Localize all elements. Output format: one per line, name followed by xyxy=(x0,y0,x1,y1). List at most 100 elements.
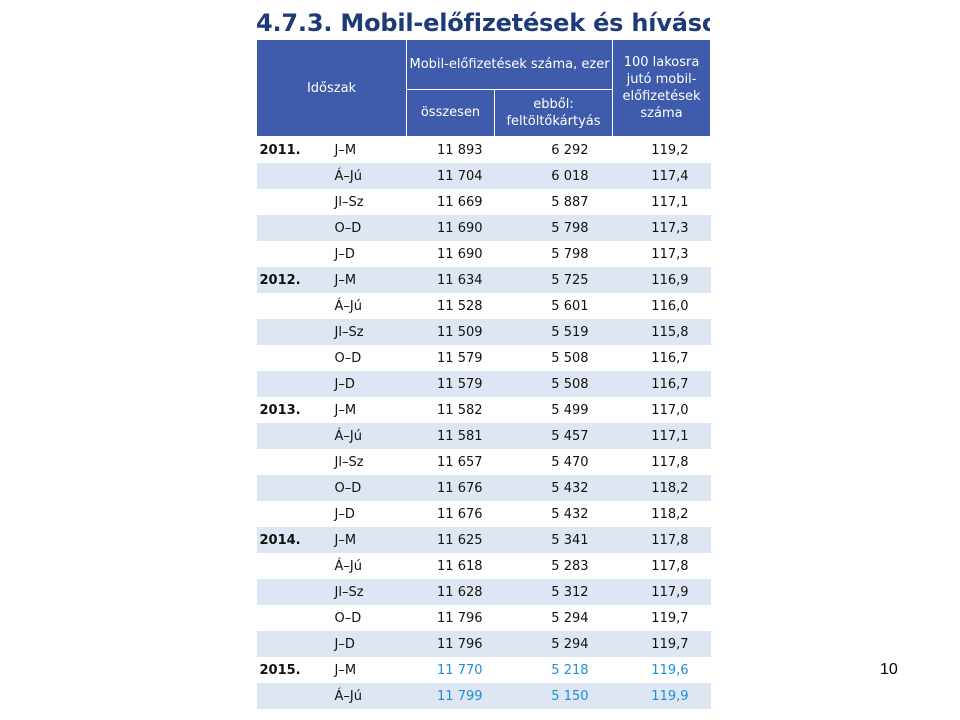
prepaid-cell: 5 294 xyxy=(494,631,613,657)
year-cell xyxy=(256,215,331,241)
per-100-cell: 117,3 xyxy=(651,246,689,262)
prepaid-cell: 5 519 xyxy=(494,319,613,345)
year-cell xyxy=(257,241,331,267)
total-cell: 11 690 xyxy=(406,215,495,241)
table-row: J–D 11 676 5 432 118,2 xyxy=(257,501,711,527)
period-cell: J–M xyxy=(334,662,357,678)
table-row: O–D 11 796 5 294 119,7 xyxy=(257,605,711,631)
year-cell xyxy=(257,345,331,371)
table-row: Á–Jú 11 618 5 283 117,8 xyxy=(257,553,711,579)
total-cell: 11 625 xyxy=(406,527,495,553)
period-cell: O–D xyxy=(330,475,407,501)
prepaid-cell: 5 432 xyxy=(551,506,589,522)
total-cell: 11 799 xyxy=(406,683,495,709)
total-cell: 11 634 xyxy=(406,267,495,293)
total-cell: 11 657 xyxy=(437,454,483,470)
year-cell xyxy=(257,501,331,527)
period-cell: J–D xyxy=(334,246,355,262)
total-cell: 11 704 xyxy=(406,163,495,189)
per-100-cell: 119,2 xyxy=(651,142,689,158)
prepaid-cell: 5 725 xyxy=(494,267,613,293)
table-body: 2011. J–M 11 893 6 292 119,2 Á–Jú 11 704 6 018 1… xyxy=(256,137,711,709)
period-cell: J–D xyxy=(330,371,407,397)
header-subscriptions-group: Mobil-előfizetések száma, ezer xyxy=(406,39,614,90)
year-cell xyxy=(256,631,331,657)
prepaid-cell: 5 798 xyxy=(494,215,613,241)
table-row: Jl–Sz 11 657 5 470 117,8 xyxy=(257,449,711,475)
per-100-cell: 117,8 xyxy=(651,454,689,470)
table-row: O–D 11 690 5 798 117,3 xyxy=(256,215,711,241)
total-cell: 11 528 xyxy=(437,298,483,314)
per-100-cell: 115,8 xyxy=(612,319,711,345)
total-cell: 11 628 xyxy=(406,579,495,605)
per-100-cell: 116,9 xyxy=(612,267,711,293)
year-cell xyxy=(257,449,331,475)
total-cell: 11 796 xyxy=(406,631,495,657)
period-cell: J–D xyxy=(330,631,407,657)
year-cell xyxy=(256,371,331,397)
per-100-cell: 117,8 xyxy=(612,527,711,553)
period-cell: J–D xyxy=(334,506,355,522)
table-row: Á–Jú 11 704 6 018 117,4 xyxy=(256,163,711,189)
per-100-cell: 117,1 xyxy=(651,194,689,210)
per-100-cell: 116,7 xyxy=(612,371,711,397)
prepaid-cell: 5 798 xyxy=(551,246,589,262)
total-cell: 11 579 xyxy=(406,371,495,397)
prepaid-cell: 5 887 xyxy=(551,194,589,210)
header-total: összesen xyxy=(406,88,496,138)
period-cell: J–M xyxy=(330,527,407,553)
table-title: 4.7.3. Mobil-előfizetések és hívások szá… xyxy=(256,9,710,37)
year-cell: 2013. xyxy=(259,402,301,418)
total-cell: 11 579 xyxy=(437,350,483,366)
period-cell: Jl–Sz xyxy=(334,194,364,210)
prepaid-cell: 5 601 xyxy=(551,298,589,314)
table-row: Á–Jú 11 581 5 457 117,1 xyxy=(256,423,711,449)
prepaid-cell: 5 457 xyxy=(494,423,613,449)
table-row: Á–Jú 11 799 5 150 119,9 xyxy=(256,683,711,709)
total-cell: 11 676 xyxy=(437,506,483,522)
year-cell: 2012. xyxy=(256,267,331,293)
per-100-cell: 116,7 xyxy=(651,350,689,366)
per-100-cell: 117,8 xyxy=(651,558,689,574)
per-100-cell: 117,3 xyxy=(612,215,711,241)
table-row: 2014. J–M 11 625 5 341 117,8 xyxy=(256,527,711,553)
prepaid-cell: 5 470 xyxy=(551,454,589,470)
total-cell: 11 618 xyxy=(437,558,483,574)
year-cell xyxy=(256,683,331,709)
table-row: Á–Jú 11 528 5 601 116,0 xyxy=(257,293,711,319)
table-row: 2015. J–M 11 770 5 218 119,6 xyxy=(257,657,711,683)
prepaid-cell: 5 283 xyxy=(551,558,589,574)
prepaid-cell: 5 218 xyxy=(551,662,589,678)
year-cell: 2015. xyxy=(259,662,301,678)
table-row: 2012. J–M 11 634 5 725 116,9 xyxy=(256,267,711,293)
total-cell: 11 582 xyxy=(437,402,483,418)
prepaid-cell: 5 150 xyxy=(494,683,613,709)
table-row: O–D 11 676 5 432 118,2 xyxy=(256,475,711,501)
prepaid-cell: 5 294 xyxy=(551,610,589,626)
header-per-100-residents: 100 lakosra jutó mobil-előfizetések szám… xyxy=(612,39,712,137)
total-cell: 11 669 xyxy=(437,194,483,210)
period-cell: J–M xyxy=(334,402,357,418)
total-cell: 11 690 xyxy=(437,246,483,262)
per-100-cell: 116,0 xyxy=(651,298,689,314)
prepaid-cell: 5 312 xyxy=(494,579,613,605)
period-cell: Á–Jú xyxy=(330,683,407,709)
period-cell: O–D xyxy=(334,610,362,626)
per-100-cell: 117,9 xyxy=(612,579,711,605)
total-cell: 11 893 xyxy=(437,142,483,158)
table-row: 2011. J–M 11 893 6 292 119,2 xyxy=(257,137,711,164)
prepaid-cell: 6 292 xyxy=(551,142,589,158)
period-cell: O–D xyxy=(330,215,407,241)
year-cell: 2011. xyxy=(259,142,301,158)
period-cell: Jl–Sz xyxy=(330,319,407,345)
prepaid-cell: 5 432 xyxy=(494,475,613,501)
per-100-cell: 117,4 xyxy=(612,163,711,189)
per-100-cell: 119,9 xyxy=(612,683,711,709)
table-row: 2013. J–M 11 582 5 499 117,0 xyxy=(257,397,711,423)
year-cell xyxy=(256,475,331,501)
total-cell: 11 581 xyxy=(406,423,495,449)
year-cell xyxy=(257,189,331,215)
per-100-cell: 117,0 xyxy=(651,402,689,418)
year-cell xyxy=(256,163,331,189)
